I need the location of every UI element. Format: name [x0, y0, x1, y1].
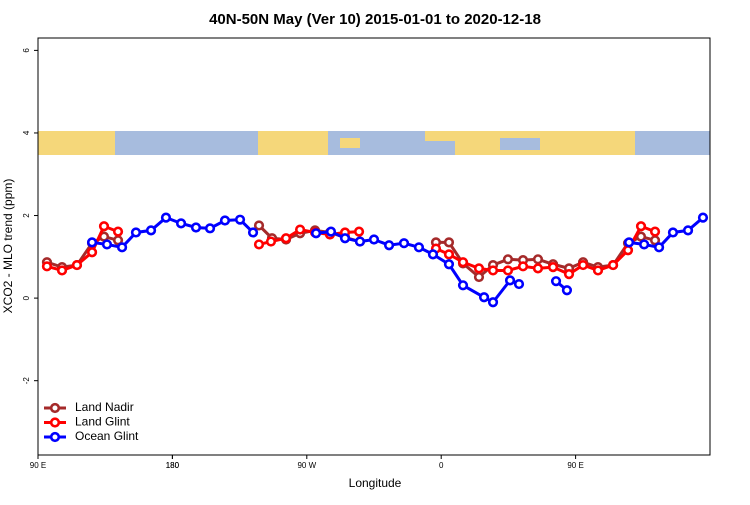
point — [443, 259, 455, 270]
point — [354, 236, 366, 247]
series-line — [91, 215, 704, 305]
point — [649, 226, 661, 237]
point — [443, 237, 455, 248]
point — [622, 245, 634, 256]
point — [310, 228, 322, 239]
point — [639, 239, 650, 250]
legend-label: Ocean Glint — [75, 429, 139, 443]
point — [253, 220, 265, 231]
map-land — [425, 131, 455, 141]
legend-marker — [49, 417, 61, 428]
point — [487, 265, 499, 276]
x-tick-label: 90 E — [567, 461, 583, 470]
point — [265, 236, 277, 247]
point — [667, 227, 679, 238]
point — [368, 234, 380, 245]
point — [653, 242, 665, 253]
point — [487, 297, 499, 308]
point — [623, 237, 635, 248]
legend-label: Land Glint — [75, 415, 130, 429]
point — [325, 226, 337, 237]
point — [112, 226, 124, 237]
point — [41, 261, 53, 272]
point — [473, 263, 485, 274]
point — [71, 259, 83, 271]
point — [502, 254, 514, 265]
map-land — [455, 131, 635, 155]
point — [473, 271, 485, 283]
x-tick-label: 90 E — [30, 461, 46, 470]
point — [547, 262, 559, 273]
point — [561, 285, 573, 296]
point — [160, 212, 172, 223]
point — [190, 222, 202, 233]
point — [532, 254, 544, 265]
point — [635, 231, 647, 242]
point — [502, 265, 514, 276]
point — [353, 226, 365, 237]
point — [607, 259, 619, 271]
legend-label: Land Nadir — [75, 400, 134, 414]
point — [116, 242, 128, 253]
y-tick-label: 6 — [22, 48, 31, 53]
map-land — [38, 131, 115, 155]
point — [427, 249, 439, 260]
point — [56, 265, 68, 276]
legend-marker — [49, 431, 61, 443]
point — [253, 239, 265, 250]
y-tick-label: 4 — [22, 130, 31, 135]
x-tick-label: 180 — [166, 461, 180, 470]
x-tick-label: 90 W — [297, 461, 316, 470]
point — [443, 249, 455, 260]
y-tick-label: 0 — [22, 295, 31, 300]
chart-title: 40N-50N May (Ver 10) 2015-01-01 to 2020-… — [209, 11, 541, 28]
x-axis-label: Longitude — [349, 476, 402, 490]
x-tick-label: 180 — [166, 461, 180, 470]
point — [294, 224, 306, 235]
point — [457, 257, 469, 268]
point — [577, 259, 589, 271]
point — [504, 275, 516, 286]
plot-frame — [37, 37, 711, 456]
point — [280, 233, 292, 244]
x-tick-label: 0 — [439, 461, 444, 470]
point — [457, 280, 469, 291]
legend-marker — [49, 402, 61, 414]
point — [550, 276, 562, 287]
point — [339, 233, 351, 244]
point — [130, 227, 142, 238]
point — [175, 218, 187, 229]
y-tick-label: 2 — [22, 213, 31, 218]
point — [592, 265, 604, 276]
point — [697, 212, 709, 223]
y-axis-label: XCO2 - MLO trend (ppm) — [1, 179, 15, 314]
point — [234, 214, 246, 225]
point — [86, 237, 98, 248]
point — [413, 242, 425, 253]
point — [145, 225, 157, 236]
point — [517, 261, 529, 272]
point — [532, 263, 544, 274]
point — [86, 247, 98, 258]
map-land — [340, 138, 360, 148]
map-land — [258, 131, 328, 155]
y-tick-label: -2 — [22, 377, 31, 385]
point — [478, 292, 490, 303]
point — [101, 239, 113, 250]
point — [513, 278, 525, 290]
point — [98, 221, 110, 232]
point — [219, 215, 231, 226]
point — [247, 227, 259, 238]
map-sea — [500, 138, 540, 150]
map-strip — [38, 131, 710, 155]
point — [563, 269, 575, 280]
point — [383, 240, 395, 251]
point — [398, 238, 410, 249]
point — [635, 221, 647, 232]
point — [682, 225, 694, 236]
point — [204, 223, 216, 234]
